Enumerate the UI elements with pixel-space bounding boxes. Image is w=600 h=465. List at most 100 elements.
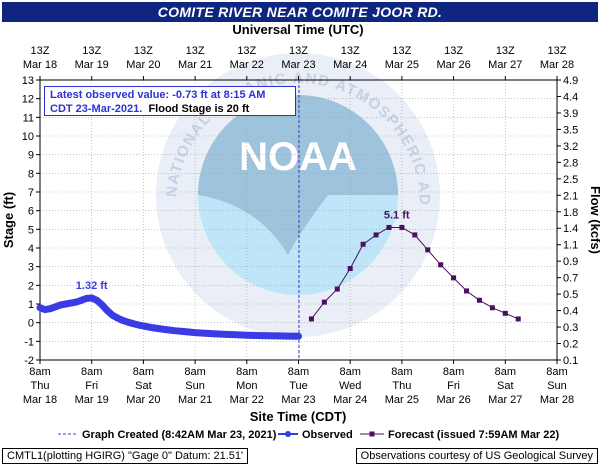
flow-tick-label: 2.5 [563, 174, 578, 186]
utc-tick-date: Mar 19 [75, 59, 109, 71]
flood-stage-text: Flood Stage is 20 ft [148, 103, 250, 115]
legend-marks [58, 431, 384, 437]
cdt-tick-hour: 8am [184, 366, 205, 378]
forecast-point [502, 310, 508, 316]
utc-tick-hour: 13Z [392, 45, 411, 57]
cdt-tick-day: Wed [339, 380, 361, 392]
observed-point [212, 330, 219, 338]
cdt-tick-hour: 8am [495, 366, 516, 378]
observed-point [83, 295, 90, 302]
forecast-point [399, 224, 405, 230]
observed-point [202, 330, 209, 337]
cdt-tick-date: Mar 18 [23, 394, 57, 406]
cdt-tick-hour: 8am [546, 366, 567, 378]
flow-tick-label: 4.4 [563, 91, 578, 103]
forecast-point [438, 262, 444, 268]
cdt-tick-hour: 8am [29, 366, 50, 378]
y-tick-label: 10 [22, 131, 34, 143]
forecast-point [373, 232, 379, 238]
forecast-point [451, 275, 457, 281]
observed-point [264, 332, 271, 339]
utc-tick-date: Mar 28 [540, 59, 574, 71]
y-tick-label: 7 [28, 187, 34, 199]
observed-point [160, 326, 168, 333]
forecast-point [386, 224, 392, 230]
latest-observation-box: Latest observed value: -0.73 ft at 8:15 … [44, 86, 296, 116]
forecast-point [425, 247, 431, 253]
cdt-tick-date: Mar 20 [126, 394, 160, 406]
utc-tick-hour: 13Z [31, 45, 50, 57]
gage-datum-info: CMTL1(plotting HGIRG) "Gage 0" Datum: 21… [2, 448, 249, 464]
flow-tick-label: 2.1 [563, 190, 578, 202]
y-tick-label: 9 [28, 150, 34, 162]
x-axis-bottom-title: Site Time (CDT) [250, 409, 347, 424]
y-tick-label: 0 [28, 318, 34, 330]
observed-point [171, 327, 178, 334]
legend-forecast-marker [369, 431, 375, 437]
cdt-tick-date: Mar 27 [488, 394, 522, 406]
cdt-tick-day: Mon [236, 380, 257, 392]
utc-tick-date: Mar 27 [488, 59, 522, 71]
observed-point [72, 298, 80, 306]
observed-point [88, 294, 95, 302]
flow-tick-label: 0.7 [563, 273, 578, 285]
utc-tick-hour: 13Z [186, 45, 205, 57]
legend-observed-marker [285, 431, 291, 437]
flow-tick-label: 3.5 [563, 124, 578, 136]
forecast-point [347, 266, 353, 272]
observed-point [114, 314, 121, 322]
observed-point [222, 331, 230, 338]
legend-created-label: Graph Created (8:42AM Mar 23, 2021) [82, 429, 277, 441]
utc-tick-date: Mar 18 [23, 59, 57, 71]
observed-point [104, 307, 111, 314]
y-tick-label: 8 [28, 168, 34, 180]
forecast-point [489, 305, 495, 311]
flow-tick-label: 0.2 [563, 339, 578, 351]
legend-forecast-label: Forecast (issued 7:59AM Mar 22) [388, 429, 560, 441]
flow-tick-label: 0.5 [563, 289, 578, 301]
observed-point [109, 312, 116, 319]
utc-tick-date: Mar 21 [178, 59, 212, 71]
utc-tick-date: Mar 26 [436, 59, 470, 71]
observed-point [181, 328, 188, 335]
legend-observed-label: Observed [302, 429, 353, 441]
utc-tick-date: Mar 25 [385, 59, 419, 71]
observed-point [150, 324, 157, 332]
y-tick-label: 13 [22, 75, 34, 87]
cdt-tick-day: Sat [497, 380, 514, 392]
utc-tick-hour: 13Z [82, 45, 101, 57]
forecast-point [412, 232, 418, 238]
forecast-point [476, 297, 482, 303]
flow-tick-label: 2.8 [563, 157, 578, 169]
cdt-tick-day: Fri [447, 380, 460, 392]
flow-tick-label: 0.1 [563, 355, 578, 367]
x-axis-top-title: Universal Time (UTC) [232, 22, 363, 37]
observed-point [119, 317, 126, 324]
observed-point [52, 303, 59, 310]
observed-point [129, 320, 137, 327]
flow-tick-label: 3.2 [563, 141, 578, 153]
y-tick-label: 4 [28, 243, 34, 255]
cdt-tick-day: Tue [289, 380, 308, 392]
observed-point [135, 321, 142, 329]
y-tick-label: 5 [28, 224, 34, 236]
utc-tick-date: Mar 20 [126, 59, 160, 71]
utc-tick-hour: 13Z [548, 45, 567, 57]
observation-credit: Observations courtesy of US Geological S… [355, 448, 598, 464]
cdt-tick-date: Mar 23 [281, 394, 315, 406]
utc-tick-date: Mar 22 [230, 59, 264, 71]
utc-tick-hour: 13Z [444, 45, 463, 57]
observed-point [47, 305, 54, 312]
observed-peak-label: 1.32 ft [76, 280, 108, 292]
series-layer [36, 224, 521, 340]
forecast-point [464, 288, 470, 294]
y-tick-label: -1 [24, 336, 34, 348]
y-tick-label: 6 [28, 206, 34, 218]
utc-tick-hour: 13Z [289, 45, 308, 57]
cdt-tick-day: Thu [392, 380, 411, 392]
observed-point [191, 329, 199, 336]
annotations: 1.32 ft 5.1 ft [76, 209, 410, 292]
